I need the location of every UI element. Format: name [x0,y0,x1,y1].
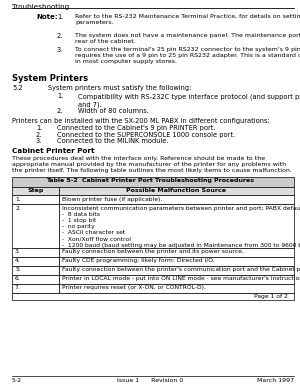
Text: Refer to the RS-232 Maintenance Terminal Practice, for details on setting commun: Refer to the RS-232 Maintenance Terminal… [75,14,300,25]
Text: Printers can be installed with the SX-200 ML PABX in different configurations:: Printers can be installed with the SX-20… [12,118,270,124]
Text: Printer in LOCAL mode - put into ON LINE mode - see manufacturer's instructions.: Printer in LOCAL mode - put into ON LINE… [61,276,300,281]
Text: Compatibility with RS-232C type interface protocol (and support pins 2, 3, 4, 5
: Compatibility with RS-232C type interfac… [78,93,300,107]
Text: 5.: 5. [15,267,21,272]
Text: 5-2: 5-2 [12,378,22,383]
Text: Faulty connection between the printer's communication port and the Cabinet print: Faulty connection between the printer's … [61,267,300,272]
Text: 1.: 1. [57,14,63,20]
FancyBboxPatch shape [58,187,294,195]
Text: 7.: 7. [15,285,21,290]
Text: 2.: 2. [36,132,42,137]
Text: 3.: 3. [36,138,42,144]
Text: 5.2: 5.2 [12,85,22,91]
Text: Table 5-2  Cabinet Printer Port Troubleshooting Procedures: Table 5-2 Cabinet Printer Port Troublesh… [46,178,254,183]
Text: Step: Step [27,188,44,193]
Text: Width of 80 columns.: Width of 80 columns. [78,108,149,114]
Text: Troubleshooting: Troubleshooting [12,4,69,10]
FancyBboxPatch shape [58,248,294,257]
FancyBboxPatch shape [58,284,294,293]
Text: System Printers: System Printers [12,74,88,83]
Text: Note:: Note: [36,14,58,20]
Text: Faulty CDE programming; likely form: Directed I/O.: Faulty CDE programming; likely form: Dir… [61,258,214,263]
FancyBboxPatch shape [58,204,294,248]
FancyBboxPatch shape [12,293,294,300]
Text: 2.: 2. [57,33,63,38]
FancyBboxPatch shape [12,266,58,275]
Text: Blown printer fuse (if applicable).: Blown printer fuse (if applicable). [61,197,162,202]
Text: To connect the terminal's 25 pin RS232 connector to the system's 9 pin mini D co: To connect the terminal's 25 pin RS232 c… [75,47,300,64]
Text: Connected to the SUPERCONSOLE 1000 console port.: Connected to the SUPERCONSOLE 1000 conso… [57,132,235,137]
Text: 2.: 2. [15,206,21,211]
Text: Cabinet Printer Port: Cabinet Printer Port [12,148,94,154]
Text: Printer requires reset (or X-ON, or CONTROL-D).: Printer requires reset (or X-ON, or CONT… [61,285,206,290]
Text: March 1997: March 1997 [257,378,294,383]
Text: The system does not have a maintenance panel. The maintenance port is accessed a: The system does not have a maintenance p… [75,33,300,44]
FancyBboxPatch shape [12,187,58,195]
Text: System printers must satisfy the following:: System printers must satisfy the followi… [48,85,191,91]
Text: 3.: 3. [57,47,63,53]
FancyBboxPatch shape [12,248,58,257]
Text: Faulty connection between the printer and its power source.: Faulty connection between the printer an… [61,249,243,255]
FancyBboxPatch shape [12,177,294,187]
FancyBboxPatch shape [12,257,58,266]
FancyBboxPatch shape [12,275,58,284]
Text: Connected to the MILINK module.: Connected to the MILINK module. [57,138,169,144]
Text: Page 1 of 2: Page 1 of 2 [254,294,288,299]
FancyBboxPatch shape [12,195,58,204]
Text: Issue 1      Revision 0: Issue 1 Revision 0 [117,378,183,383]
Text: Possible Malfunction Source: Possible Malfunction Source [126,188,226,193]
Text: 4.: 4. [15,258,21,263]
Text: These procedures deal with the interface only. Reference should be made to the
a: These procedures deal with the interface… [12,156,292,173]
Text: 1.: 1. [15,197,21,202]
FancyBboxPatch shape [12,284,58,293]
FancyBboxPatch shape [58,195,294,204]
FancyBboxPatch shape [12,204,58,248]
Text: 1.: 1. [57,93,63,99]
Text: 3.: 3. [15,249,21,255]
FancyBboxPatch shape [58,275,294,284]
Text: Inconsistent communication parameters between printer and port; PABX default val: Inconsistent communication parameters be… [61,206,300,248]
FancyBboxPatch shape [58,266,294,275]
Text: 6.: 6. [15,276,21,281]
FancyBboxPatch shape [58,257,294,266]
Text: 1.: 1. [36,125,42,131]
Text: Connected to the Cabinet's 9 pin PRINTER port.: Connected to the Cabinet's 9 pin PRINTER… [57,125,215,131]
Text: 2.: 2. [57,108,63,114]
